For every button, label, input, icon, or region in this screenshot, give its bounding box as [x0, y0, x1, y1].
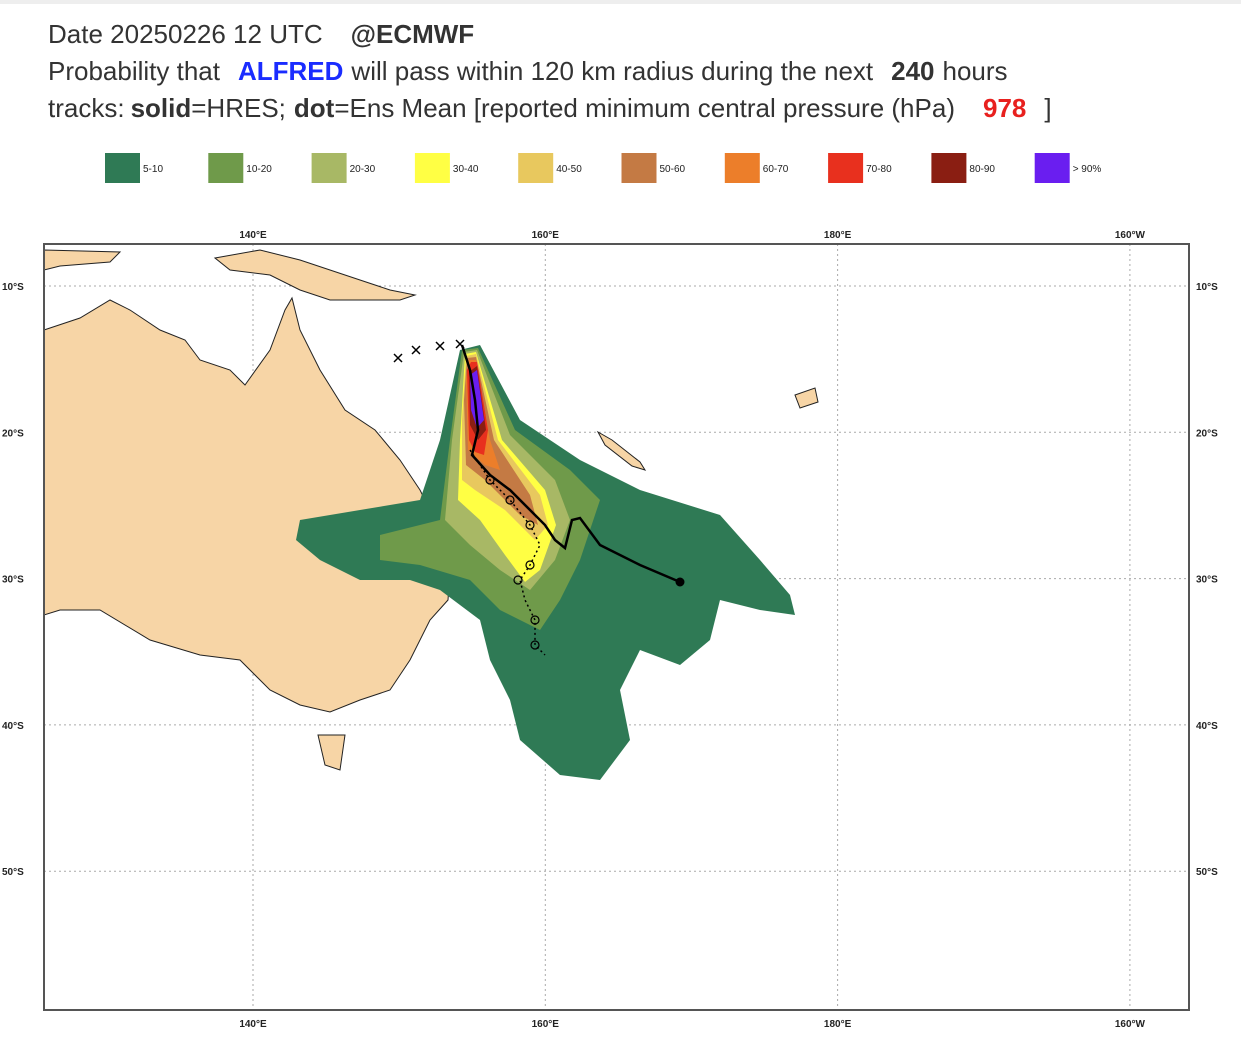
legend-swatch: [208, 153, 244, 183]
legend-swatch: [518, 153, 554, 183]
source: @ECMWF: [351, 19, 475, 49]
legend-swatch: [1034, 153, 1070, 183]
lon-label: 160°E: [532, 230, 560, 241]
legend-label: 20-30: [350, 164, 376, 175]
lat-label: 50°S: [1196, 867, 1218, 878]
lon-label: 180°E: [824, 230, 852, 241]
land: [43, 249, 819, 771]
legend-label: 30-40: [453, 164, 479, 175]
australia: [43, 296, 451, 713]
text: hours: [943, 56, 1008, 86]
text: solid: [131, 93, 192, 123]
lat-label: 50°S: [2, 867, 24, 878]
legend-label: 60-70: [763, 164, 789, 175]
map-frame: [43, 243, 1190, 1011]
lon-label: 140°E: [239, 1019, 267, 1030]
lat-label: 20°S: [2, 428, 24, 439]
lat-label: 40°S: [2, 721, 24, 732]
legend-swatch: [414, 153, 450, 183]
header-line1: Date 20250226 12 UTC @ECMWF: [48, 19, 474, 49]
storm-name: ALFRED: [238, 56, 343, 86]
lat-label: 30°S: [2, 575, 24, 586]
map: 140°E 140°E 160°E 160°E 180°E 180°E 160°W 160°W…: [2, 230, 1218, 1030]
legend: 5-10 10-20 20-30 30-40 40-50 50-60 60-70 70-80 8…: [105, 153, 1101, 183]
text: dot: [294, 93, 335, 123]
lon-label: 160°W: [1115, 230, 1146, 241]
text: ]: [1044, 93, 1051, 123]
new-caledonia: [596, 430, 647, 471]
legend-swatch: [105, 153, 140, 183]
lat-label: 30°S: [1196, 575, 1218, 586]
ens-mean-track: [469, 449, 546, 656]
axis-labels: 140°E 140°E 160°E 160°E 180°E 180°E 160°W 160°W…: [2, 230, 1218, 1030]
tracks: [393, 339, 685, 656]
track-crosses: [393, 339, 465, 363]
fiji: [794, 387, 819, 409]
text: tracks:: [48, 93, 125, 123]
lat-label: 10°S: [2, 282, 24, 293]
lon-label: 140°E: [239, 230, 267, 241]
top-bar: [0, 0, 1241, 4]
text: will pass within 120 km radius during th…: [350, 56, 873, 86]
legend-label: 40-50: [556, 164, 582, 175]
legend-label: 70-80: [866, 164, 892, 175]
legend-label: 5-10: [143, 164, 163, 175]
probability-field: [296, 345, 795, 780]
text: Probability that: [48, 56, 221, 86]
legend-swatch: [311, 153, 347, 183]
header-line3: tracks: solid=HRES; dot=Ens Mean [reported…: [48, 93, 1052, 123]
legend-swatch: [828, 153, 864, 183]
hres-track: [460, 344, 681, 584]
new-guinea: [213, 249, 417, 301]
date: Date 20250226 12 UTC: [48, 19, 323, 49]
legend-swatch: [621, 153, 657, 183]
track-end: [675, 577, 685, 587]
legend-swatch: [724, 153, 760, 183]
lat-label: 20°S: [1196, 428, 1218, 439]
tasmania: [317, 734, 346, 771]
legend-label: > 90%: [1073, 164, 1102, 175]
text: =Ens Mean [reported minimum central pres…: [334, 93, 955, 123]
lon-label: 180°E: [824, 1019, 852, 1030]
hours: 240: [891, 56, 934, 86]
lon-label: 160°E: [532, 1019, 560, 1030]
lat-label: 40°S: [1196, 721, 1218, 732]
lon-label: 160°W: [1115, 1019, 1146, 1030]
legend-label: 50-60: [660, 164, 686, 175]
ens-markers: [485, 475, 540, 650]
text: =HRES;: [191, 93, 286, 123]
legend-label: 80-90: [969, 164, 995, 175]
lat-label: 10°S: [1196, 282, 1218, 293]
legend-label: 10-20: [246, 164, 272, 175]
pressure: 978: [983, 93, 1026, 123]
legend-swatch: [931, 153, 967, 183]
header-line2: Probability that ALFRED will pass within 1…: [48, 56, 1008, 86]
